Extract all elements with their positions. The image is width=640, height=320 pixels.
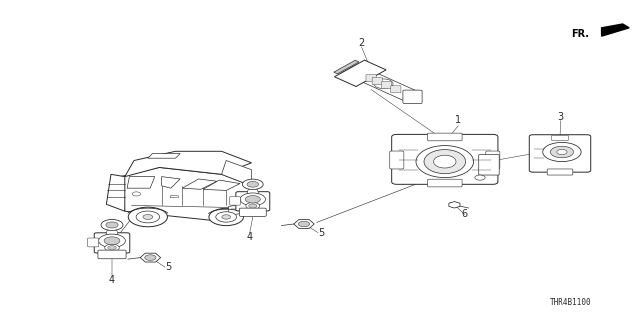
Circle shape: [108, 246, 116, 250]
Polygon shape: [342, 64, 419, 100]
Circle shape: [374, 79, 393, 89]
Circle shape: [216, 212, 237, 222]
Circle shape: [298, 221, 310, 227]
Circle shape: [145, 255, 156, 260]
FancyBboxPatch shape: [94, 233, 130, 253]
FancyBboxPatch shape: [230, 196, 240, 205]
FancyBboxPatch shape: [381, 82, 392, 89]
FancyBboxPatch shape: [98, 250, 126, 259]
Circle shape: [550, 146, 573, 158]
Circle shape: [247, 181, 259, 187]
FancyBboxPatch shape: [366, 75, 376, 82]
Circle shape: [105, 244, 119, 252]
FancyBboxPatch shape: [479, 155, 499, 175]
Circle shape: [99, 234, 125, 247]
Polygon shape: [334, 60, 359, 74]
Circle shape: [104, 237, 120, 245]
Circle shape: [106, 222, 118, 228]
Text: FR.: FR.: [571, 28, 589, 39]
Polygon shape: [228, 202, 252, 216]
Ellipse shape: [434, 155, 456, 168]
Text: 3: 3: [557, 112, 564, 122]
FancyBboxPatch shape: [390, 151, 404, 169]
Polygon shape: [294, 220, 314, 228]
Ellipse shape: [416, 146, 474, 178]
Polygon shape: [247, 189, 259, 194]
Circle shape: [543, 142, 581, 162]
Text: THR4B1100: THR4B1100: [550, 298, 592, 307]
Circle shape: [475, 175, 485, 180]
Polygon shape: [162, 177, 180, 188]
Ellipse shape: [424, 149, 466, 173]
FancyBboxPatch shape: [392, 134, 498, 184]
FancyBboxPatch shape: [486, 151, 500, 169]
Text: 5: 5: [165, 262, 172, 272]
Polygon shape: [106, 230, 118, 235]
Circle shape: [136, 211, 159, 223]
Circle shape: [246, 203, 260, 209]
Circle shape: [128, 207, 168, 227]
Circle shape: [101, 220, 123, 230]
Text: 4: 4: [246, 232, 253, 242]
Circle shape: [132, 192, 140, 196]
Polygon shape: [106, 174, 125, 211]
Polygon shape: [335, 60, 386, 86]
Polygon shape: [182, 179, 217, 189]
Circle shape: [209, 208, 243, 226]
Text: 5: 5: [318, 228, 324, 238]
FancyBboxPatch shape: [88, 238, 99, 247]
FancyBboxPatch shape: [236, 192, 270, 211]
Text: 2: 2: [358, 38, 365, 48]
Polygon shape: [120, 167, 252, 220]
FancyBboxPatch shape: [403, 90, 422, 104]
Polygon shape: [140, 253, 161, 262]
Text: 4: 4: [109, 275, 115, 285]
Circle shape: [240, 193, 266, 206]
Circle shape: [243, 179, 263, 189]
Circle shape: [557, 149, 567, 155]
Polygon shape: [203, 180, 240, 190]
FancyBboxPatch shape: [552, 135, 568, 140]
FancyBboxPatch shape: [547, 169, 573, 175]
Polygon shape: [127, 177, 155, 188]
FancyBboxPatch shape: [170, 196, 179, 198]
FancyBboxPatch shape: [529, 135, 591, 172]
FancyBboxPatch shape: [428, 133, 462, 141]
Polygon shape: [449, 202, 460, 208]
Circle shape: [143, 214, 153, 220]
Polygon shape: [148, 154, 180, 158]
FancyBboxPatch shape: [390, 86, 401, 93]
Polygon shape: [602, 24, 629, 36]
Circle shape: [245, 196, 260, 203]
FancyBboxPatch shape: [239, 208, 266, 216]
Circle shape: [222, 215, 230, 219]
FancyBboxPatch shape: [428, 179, 462, 187]
Text: 1: 1: [455, 115, 461, 125]
Circle shape: [249, 204, 257, 208]
FancyBboxPatch shape: [372, 77, 382, 84]
Polygon shape: [221, 161, 252, 186]
Text: 6: 6: [461, 209, 468, 220]
Polygon shape: [125, 151, 252, 177]
